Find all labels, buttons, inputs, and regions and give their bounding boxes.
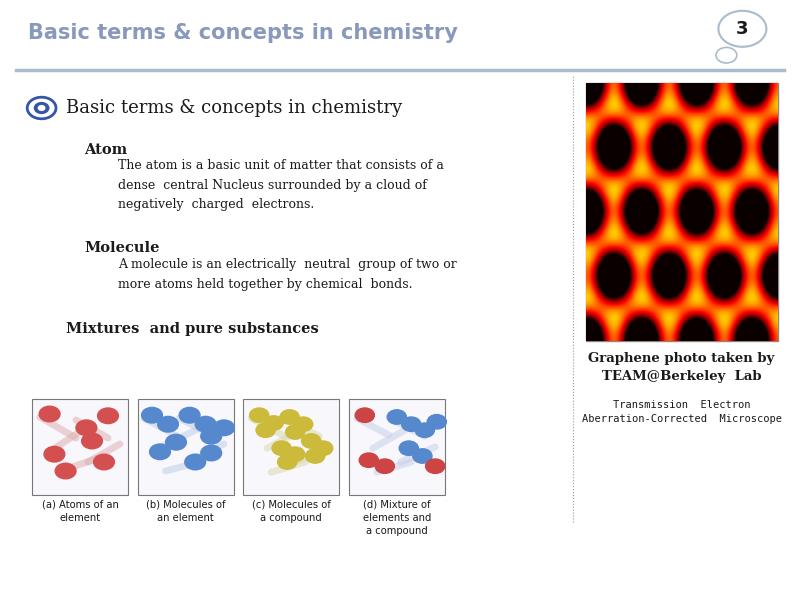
Circle shape [256,423,275,437]
Circle shape [38,106,45,110]
Circle shape [264,416,283,430]
Circle shape [413,449,432,463]
Text: The atom is a basic unit of matter that consists of a
dense  central Nucleus sur: The atom is a basic unit of matter that … [118,159,444,211]
Circle shape [294,417,313,431]
Circle shape [716,47,737,63]
Circle shape [427,415,446,429]
Circle shape [272,441,291,455]
Text: (c) Molecules of
a compound: (c) Molecules of a compound [252,500,330,523]
FancyBboxPatch shape [243,399,339,495]
Circle shape [375,459,394,473]
Circle shape [359,453,378,467]
Circle shape [201,428,222,444]
Circle shape [179,407,200,423]
Circle shape [98,408,118,424]
FancyBboxPatch shape [138,399,234,495]
Circle shape [185,454,206,470]
Circle shape [34,103,49,113]
Circle shape [214,420,234,436]
Text: (d) Mixture of
elements and
a compound: (d) Mixture of elements and a compound [362,500,431,536]
Circle shape [55,463,76,479]
Circle shape [201,445,222,461]
Circle shape [82,433,102,449]
Circle shape [27,97,56,119]
Circle shape [76,420,97,436]
Circle shape [286,447,305,461]
Circle shape [166,434,186,450]
FancyBboxPatch shape [32,399,128,495]
Circle shape [355,408,374,422]
Text: Basic terms & concepts in chemistry: Basic terms & concepts in chemistry [28,23,458,43]
Text: Mixtures  and pure substances: Mixtures and pure substances [66,322,318,336]
Circle shape [94,454,114,470]
Text: Basic terms & concepts in chemistry: Basic terms & concepts in chemistry [66,99,402,117]
Circle shape [306,449,325,463]
Text: (b) Molecules of
an element: (b) Molecules of an element [146,500,226,523]
Text: Transmission  Electron
Aberration-Corrected  Microscope: Transmission Electron Aberration-Correct… [582,400,782,424]
Text: Molecule: Molecule [84,241,159,255]
Circle shape [415,423,434,437]
Circle shape [302,434,321,448]
Text: Graphene photo taken by
TEAM@Berkeley  Lab: Graphene photo taken by TEAM@Berkeley La… [589,352,774,383]
Circle shape [142,407,162,423]
Text: 3: 3 [736,20,749,38]
Text: (a) Atoms of an
element: (a) Atoms of an element [42,500,118,523]
Circle shape [195,416,216,432]
Circle shape [158,416,178,432]
Circle shape [278,455,297,469]
Circle shape [314,441,333,455]
Circle shape [280,410,299,424]
Circle shape [399,441,418,455]
Circle shape [718,11,766,47]
Circle shape [39,406,60,422]
Circle shape [426,459,445,473]
Circle shape [387,410,406,424]
Circle shape [286,425,305,439]
FancyBboxPatch shape [349,399,445,495]
Circle shape [402,417,421,431]
Circle shape [250,408,269,422]
Text: Atom: Atom [84,143,127,157]
Circle shape [44,446,65,462]
Text: A molecule is an electrically  neutral  group of two or
more atoms held together: A molecule is an electrically neutral gr… [118,258,457,290]
Circle shape [150,444,170,460]
